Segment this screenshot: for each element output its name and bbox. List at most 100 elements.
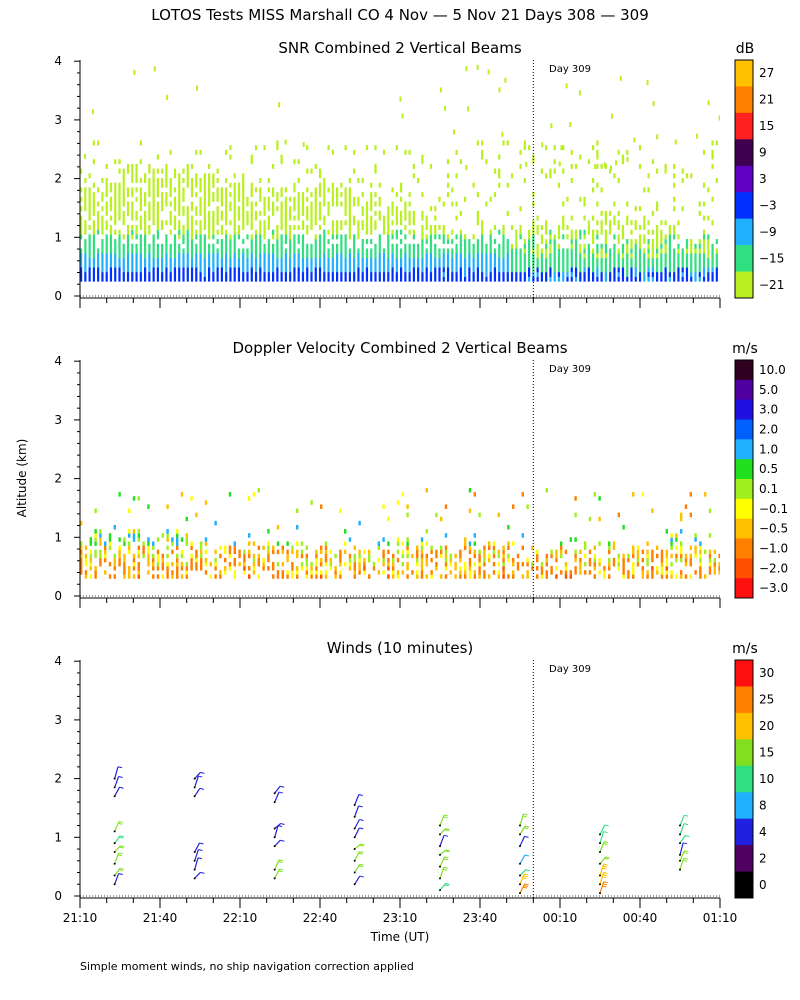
snr-cell bbox=[216, 210, 219, 216]
doppler-cell bbox=[305, 553, 308, 559]
snr-cell bbox=[250, 201, 253, 207]
snr-cell bbox=[289, 224, 292, 230]
wind-barb bbox=[274, 791, 280, 803]
snr-cell bbox=[361, 262, 364, 268]
snr-cell bbox=[715, 239, 718, 245]
snr-cell bbox=[161, 201, 164, 207]
doppler-cell bbox=[550, 553, 553, 559]
snr-cell bbox=[297, 234, 300, 240]
doppler-cell bbox=[257, 574, 260, 579]
snr-cell bbox=[190, 243, 194, 249]
snr-cell bbox=[105, 243, 108, 249]
doppler-cell bbox=[180, 566, 184, 571]
doppler-cell bbox=[262, 566, 265, 571]
snr-cell bbox=[378, 253, 381, 259]
wind-barb-flag bbox=[602, 874, 607, 877]
snr-cell bbox=[668, 224, 671, 230]
snr-cell bbox=[378, 243, 381, 249]
snr-cell bbox=[144, 192, 147, 198]
snr-cell bbox=[455, 253, 458, 259]
snr-cell bbox=[365, 253, 369, 259]
doppler-cell bbox=[387, 549, 390, 555]
doppler-cell bbox=[113, 557, 116, 563]
snr-cell bbox=[114, 239, 117, 245]
snr-cell bbox=[664, 262, 667, 268]
doppler-cell bbox=[214, 574, 217, 579]
snr-cell bbox=[254, 215, 258, 221]
snr-cell bbox=[468, 267, 471, 273]
snr-cell bbox=[536, 224, 539, 230]
doppler-cell bbox=[444, 533, 448, 538]
snr-cell bbox=[237, 224, 241, 230]
wind-barb-flag bbox=[523, 875, 528, 878]
snr-cell bbox=[336, 224, 339, 230]
doppler-cell bbox=[353, 553, 356, 559]
snr-cell bbox=[97, 187, 100, 193]
snr-cell bbox=[378, 276, 381, 282]
doppler-cell bbox=[262, 561, 265, 567]
doppler-cell bbox=[113, 524, 116, 530]
doppler-cell bbox=[612, 557, 616, 563]
snr-cell bbox=[472, 276, 475, 282]
snr-cell bbox=[638, 145, 642, 151]
snr-cell bbox=[698, 243, 701, 249]
doppler-cell bbox=[180, 537, 184, 542]
doppler-cell bbox=[195, 512, 198, 518]
snr-cell bbox=[139, 239, 142, 245]
snr-cell bbox=[604, 210, 607, 216]
snr-cell bbox=[131, 262, 134, 268]
snr-cell bbox=[446, 271, 450, 277]
doppler-cell bbox=[238, 561, 241, 567]
snr-cell bbox=[574, 253, 578, 259]
snr-cell bbox=[391, 253, 394, 259]
snr-cell bbox=[135, 163, 138, 169]
doppler-cell bbox=[699, 570, 702, 575]
doppler-cell bbox=[156, 553, 160, 559]
snr-cell bbox=[293, 182, 296, 188]
doppler-cell bbox=[588, 570, 592, 575]
snr-cell bbox=[156, 168, 159, 174]
snr-cell bbox=[182, 196, 185, 202]
snr-cell bbox=[630, 248, 633, 254]
doppler-cell bbox=[108, 561, 112, 567]
snr-cell bbox=[353, 220, 356, 226]
doppler-cell bbox=[363, 566, 366, 571]
snr-cell bbox=[609, 271, 612, 277]
snr-cell bbox=[323, 220, 326, 226]
doppler-cell bbox=[94, 529, 97, 534]
snr-cell bbox=[506, 271, 509, 277]
snr-cell bbox=[310, 271, 313, 277]
snr-cell bbox=[604, 267, 607, 273]
snr-cell bbox=[336, 187, 339, 193]
snr-cell bbox=[617, 220, 620, 226]
doppler-cell bbox=[598, 516, 601, 522]
snr-cell bbox=[114, 206, 117, 212]
snr-cell bbox=[476, 262, 479, 268]
snr-cell bbox=[92, 182, 95, 188]
colorbar-label: 27 bbox=[759, 66, 774, 80]
snr-cell bbox=[570, 248, 573, 254]
doppler-cell bbox=[176, 553, 179, 559]
doppler-cell bbox=[401, 570, 404, 575]
doppler-cell bbox=[156, 557, 160, 563]
snr-cell bbox=[314, 210, 317, 216]
snr-cell bbox=[446, 253, 450, 259]
snr-cell bbox=[323, 234, 326, 240]
snr-cell bbox=[233, 262, 236, 268]
snr-cell bbox=[382, 253, 386, 259]
doppler-cell bbox=[113, 574, 116, 579]
snr-cell bbox=[92, 262, 95, 268]
snr-cell bbox=[685, 257, 689, 263]
wind-barb-flag bbox=[443, 868, 448, 871]
doppler-cell bbox=[699, 549, 702, 555]
doppler-cell bbox=[180, 549, 184, 555]
doppler-cell bbox=[694, 545, 697, 551]
snr-cell bbox=[272, 229, 275, 235]
snr-cell bbox=[267, 271, 270, 277]
doppler-cell bbox=[176, 570, 179, 575]
snr-cell bbox=[126, 168, 130, 174]
snr-cell bbox=[80, 257, 83, 263]
snr-cell bbox=[225, 267, 228, 273]
snr-cell bbox=[203, 187, 206, 193]
snr-cell bbox=[122, 243, 125, 249]
